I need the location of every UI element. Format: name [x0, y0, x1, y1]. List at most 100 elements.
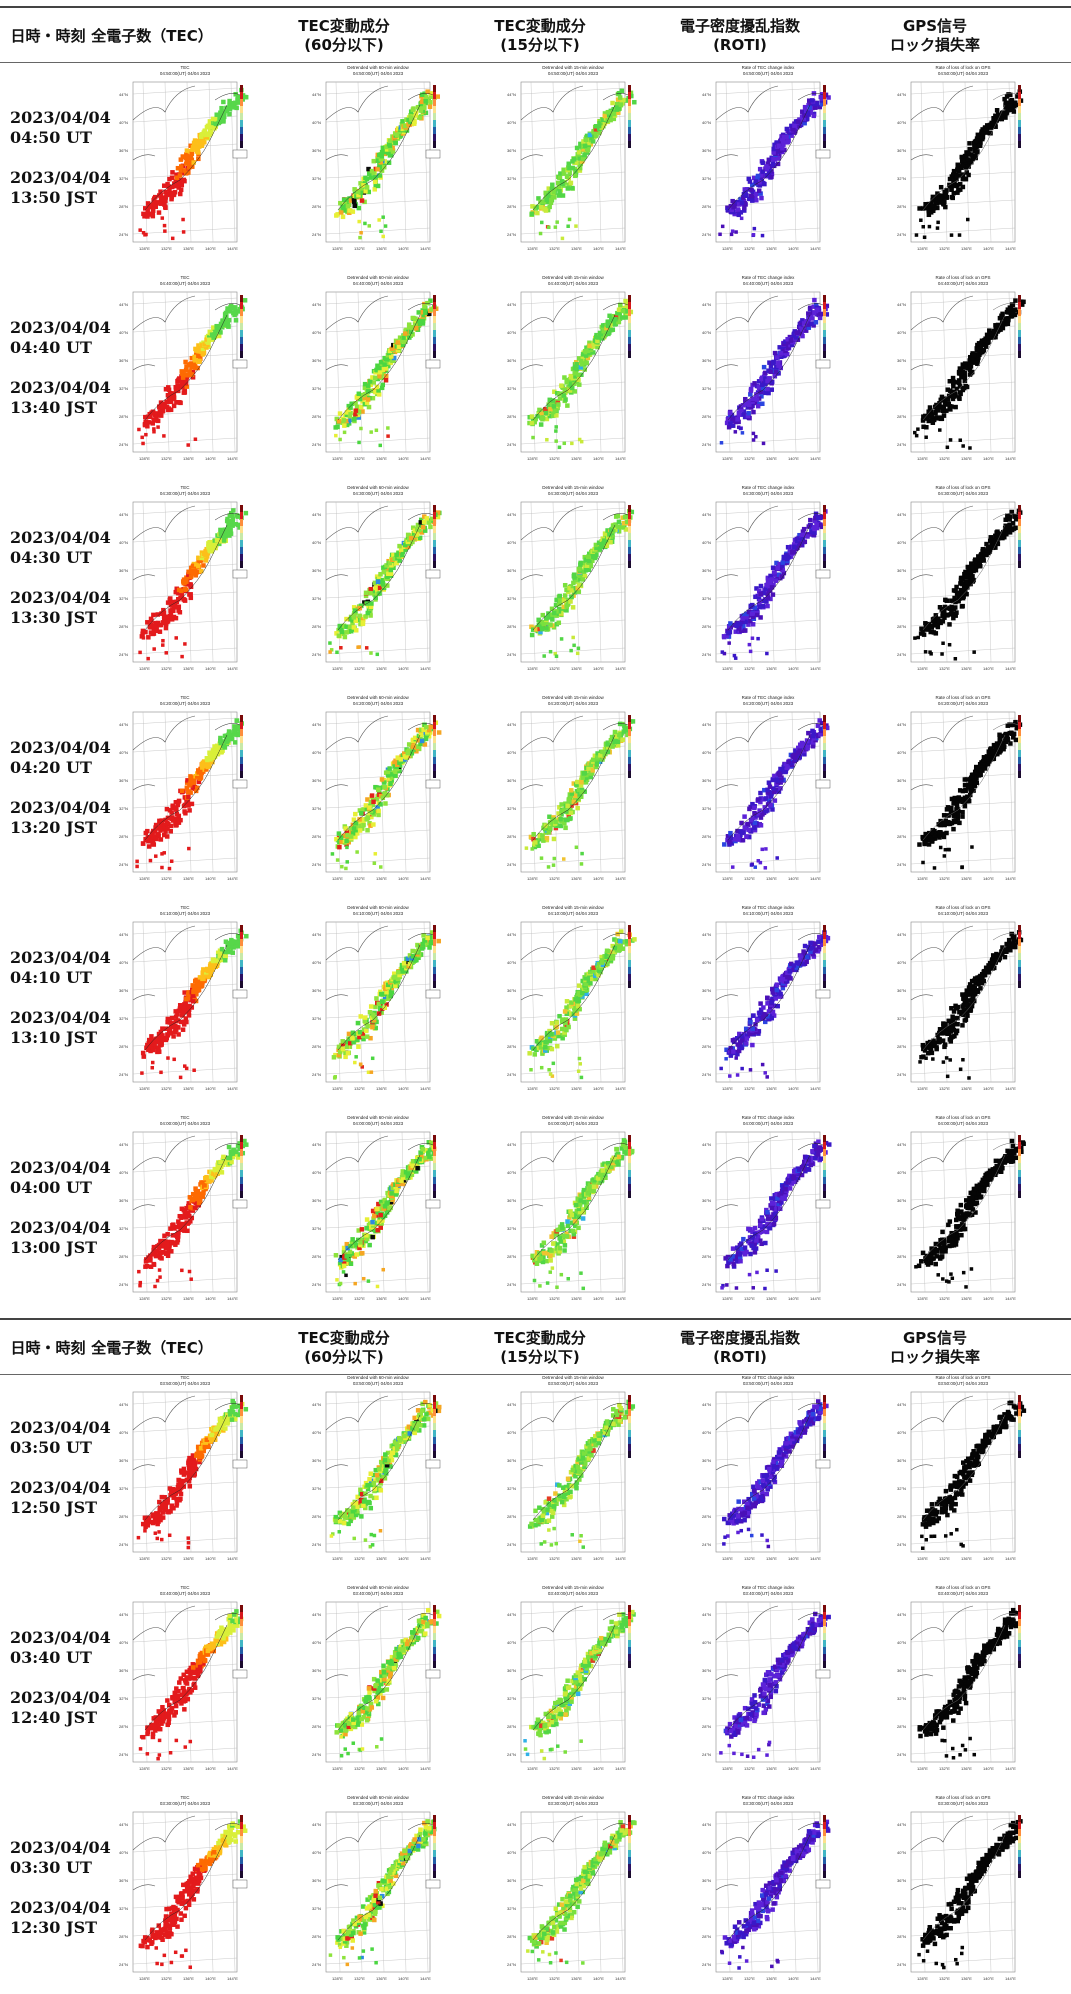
- latitude-label: 28°N: [312, 1254, 321, 1259]
- latitude-label: 40°N: [897, 1430, 906, 1435]
- longitude-label: 128°E: [332, 1976, 343, 1981]
- longitude-label: 136°E: [961, 1296, 972, 1301]
- longitude-label: 140°E: [205, 666, 216, 671]
- latitude-label: 28°N: [507, 1934, 516, 1939]
- latitude-label: 24°N: [507, 1072, 516, 1077]
- longitude-label: 132°E: [549, 1296, 560, 1301]
- latitude-label: 24°N: [312, 652, 321, 657]
- map-title: TEC: [181, 695, 191, 700]
- map-title: Rate of loss of lock on GPS: [935, 1585, 990, 1590]
- longitude-label: 136°E: [571, 666, 582, 671]
- legend-box: [233, 150, 247, 158]
- latitude-label: 28°N: [312, 414, 321, 419]
- map-time: 03:50:00(UT) 04/04 2023: [743, 1381, 794, 1386]
- latitude-label: 44°N: [507, 512, 516, 517]
- latitude-label: 24°N: [312, 862, 321, 867]
- latitude-label: 40°N: [119, 750, 128, 755]
- colorbar: [240, 85, 243, 148]
- latitude-label: 36°N: [507, 1458, 516, 1463]
- longitude-label: 136°E: [961, 1556, 972, 1561]
- map-title: TEC: [181, 485, 191, 490]
- map-time: 03:40:00(UT) 04/04 2023: [743, 1591, 794, 1596]
- latitude-label: 44°N: [312, 722, 321, 727]
- map-time: 04:00:00(UT) 04/04 2023: [743, 1121, 794, 1126]
- longitude-label: 128°E: [917, 876, 928, 881]
- map-dt15-image: Detrended with 15-min window03:30:00(UT)…: [503, 1790, 643, 1990]
- longitude-label: 140°E: [983, 876, 994, 881]
- colorbar: [823, 505, 826, 568]
- latitude-label: 44°N: [702, 512, 711, 517]
- longitude-label: 140°E: [398, 1086, 409, 1091]
- colorbar: [823, 1815, 826, 1878]
- map-title: Rate of TEC change index: [742, 1115, 795, 1120]
- longitude-label: 140°E: [788, 456, 799, 461]
- latitude-label: 44°N: [119, 722, 128, 727]
- colorbar: [1018, 1395, 1021, 1458]
- latitude-label: 24°N: [702, 1282, 711, 1287]
- map-time: 03:30:00(UT) 04/04 2023: [743, 1801, 794, 1806]
- longitude-label: 144°E: [227, 1766, 238, 1771]
- map-dt15-image: Detrended with 15-min window04:40:00(UT)…: [503, 270, 643, 470]
- colorbar: [1018, 1135, 1021, 1198]
- latitude-label: 28°N: [897, 1934, 906, 1939]
- legend-box: [426, 1880, 440, 1888]
- map-time: 03:50:00(UT) 04/04 2023: [160, 1381, 211, 1386]
- longitude-label: 128°E: [527, 456, 538, 461]
- longitude-label: 128°E: [527, 1086, 538, 1091]
- longitude-label: 132°E: [939, 1976, 950, 1981]
- latitude-label: 24°N: [507, 1542, 516, 1547]
- map-dt15-image: Detrended with 15-min window04:20:00(UT)…: [503, 690, 643, 890]
- latitude-label: 28°N: [312, 1724, 321, 1729]
- latitude-label: 28°N: [702, 1044, 711, 1049]
- map-time: 04:10:00(UT) 04/04 2023: [548, 911, 599, 916]
- longitude-label: 132°E: [354, 876, 365, 881]
- map-title: Rate of loss of lock on GPS: [935, 485, 990, 490]
- longitude-label: 132°E: [354, 456, 365, 461]
- longitude-label: 144°E: [227, 456, 238, 461]
- map-time: 04:00:00(UT) 04/04 2023: [548, 1121, 599, 1126]
- colorbar: [1018, 295, 1021, 358]
- longitude-label: 136°E: [961, 1766, 972, 1771]
- latitude-label: 28°N: [119, 1934, 128, 1939]
- longitude-label: 140°E: [398, 456, 409, 461]
- latitude-label: 40°N: [312, 1640, 321, 1645]
- legend-box: [426, 570, 440, 578]
- longitude-label: 140°E: [983, 1766, 994, 1771]
- map-title: Rate of TEC change index: [742, 905, 795, 910]
- map-title: Rate of loss of lock on GPS: [935, 275, 990, 280]
- latitude-label: 44°N: [507, 302, 516, 307]
- longitude-label: 132°E: [744, 876, 755, 881]
- longitude-label: 136°E: [571, 1766, 582, 1771]
- map-dt60-image: Detrended with 60-min window04:00:00(UT)…: [308, 1110, 448, 1310]
- legend-box: [426, 150, 440, 158]
- latitude-label: 24°N: [119, 1752, 128, 1757]
- column-header: TEC変動成分 (15分以下): [450, 1320, 630, 1376]
- longitude-label: 140°E: [788, 1976, 799, 1981]
- longitude-label: 136°E: [961, 1976, 972, 1981]
- latitude-label: 32°N: [119, 1226, 128, 1231]
- colorbar: [240, 1395, 243, 1458]
- map-title: Rate of TEC change index: [742, 1585, 795, 1590]
- map-lol-image: Rate of loss of lock on GPS04:10:00(UT) …: [893, 900, 1033, 1100]
- longitude-label: 128°E: [917, 1976, 928, 1981]
- latitude-label: 24°N: [119, 442, 128, 447]
- latitude-label: 40°N: [119, 1850, 128, 1855]
- longitude-label: 136°E: [376, 1296, 387, 1301]
- map-time: 04:40:00(UT) 04/04 2023: [548, 281, 599, 286]
- map-dt60-image: Detrended with 60-min window04:10:00(UT)…: [308, 900, 448, 1100]
- longitude-label: 144°E: [810, 666, 821, 671]
